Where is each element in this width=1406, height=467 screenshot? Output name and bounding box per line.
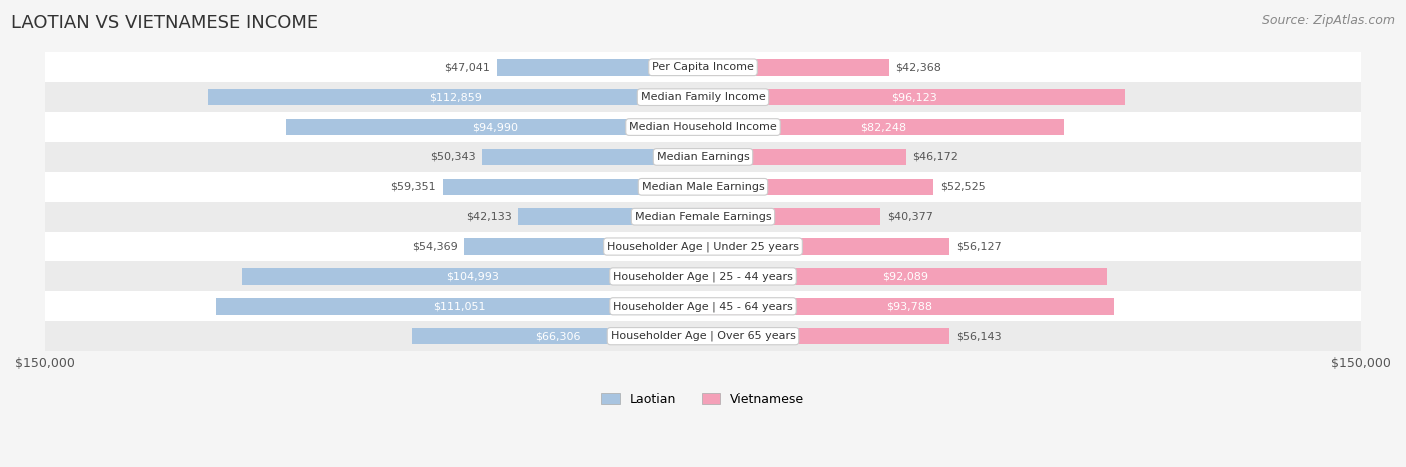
Text: Householder Age | Under 25 years: Householder Age | Under 25 years [607, 241, 799, 252]
Text: Householder Age | 45 - 64 years: Householder Age | 45 - 64 years [613, 301, 793, 311]
Text: $66,306: $66,306 [534, 331, 581, 341]
Bar [45, 172, 1361, 202]
Bar [45, 291, 1361, 321]
Text: Median Earnings: Median Earnings [657, 152, 749, 162]
Text: Householder Age | 25 - 44 years: Householder Age | 25 - 44 years [613, 271, 793, 282]
Text: $46,172: $46,172 [912, 152, 957, 162]
Text: Median Female Earnings: Median Female Earnings [634, 212, 772, 222]
Text: Per Capita Income: Per Capita Income [652, 62, 754, 72]
Bar [412, 328, 703, 344]
Text: Source: ZipAtlas.com: Source: ZipAtlas.com [1261, 14, 1395, 27]
Bar [703, 268, 1107, 285]
Bar [482, 149, 703, 165]
Text: LAOTIAN VS VIETNAMESE INCOME: LAOTIAN VS VIETNAMESE INCOME [11, 14, 318, 32]
Text: $94,990: $94,990 [471, 122, 517, 132]
Text: $59,351: $59,351 [391, 182, 436, 192]
Text: $42,368: $42,368 [896, 62, 942, 72]
Bar [443, 178, 703, 195]
Text: $56,143: $56,143 [956, 331, 1001, 341]
Bar [215, 298, 703, 314]
Bar [45, 321, 1361, 351]
Bar [45, 262, 1361, 291]
Text: $96,123: $96,123 [891, 92, 936, 102]
Text: $47,041: $47,041 [444, 62, 491, 72]
Bar [519, 208, 703, 225]
Bar [703, 178, 934, 195]
Bar [703, 238, 949, 255]
Bar [703, 149, 905, 165]
Text: $93,788: $93,788 [886, 301, 932, 311]
Bar [703, 298, 1115, 314]
Text: $40,377: $40,377 [887, 212, 932, 222]
Bar [496, 59, 703, 76]
Text: Householder Age | Over 65 years: Householder Age | Over 65 years [610, 331, 796, 341]
Bar [703, 208, 880, 225]
Bar [45, 52, 1361, 82]
Text: Median Household Income: Median Household Income [628, 122, 778, 132]
Bar [45, 202, 1361, 232]
Bar [208, 89, 703, 106]
Text: Median Family Income: Median Family Income [641, 92, 765, 102]
Text: $54,369: $54,369 [412, 241, 458, 252]
Text: Median Male Earnings: Median Male Earnings [641, 182, 765, 192]
Bar [703, 119, 1064, 135]
Bar [703, 59, 889, 76]
Bar [45, 142, 1361, 172]
Bar [703, 89, 1125, 106]
Text: $104,993: $104,993 [446, 271, 499, 282]
Text: $92,089: $92,089 [882, 271, 928, 282]
Bar [287, 119, 703, 135]
Text: $112,859: $112,859 [429, 92, 482, 102]
Text: $56,127: $56,127 [956, 241, 1001, 252]
Text: $111,051: $111,051 [433, 301, 485, 311]
Text: $82,248: $82,248 [860, 122, 907, 132]
Text: $52,525: $52,525 [941, 182, 986, 192]
Text: $42,133: $42,133 [465, 212, 512, 222]
Text: $50,343: $50,343 [430, 152, 475, 162]
Bar [45, 232, 1361, 262]
Bar [45, 82, 1361, 112]
Bar [242, 268, 703, 285]
Legend: Laotian, Vietnamese: Laotian, Vietnamese [596, 388, 810, 410]
Bar [464, 238, 703, 255]
Bar [703, 328, 949, 344]
Bar [45, 112, 1361, 142]
